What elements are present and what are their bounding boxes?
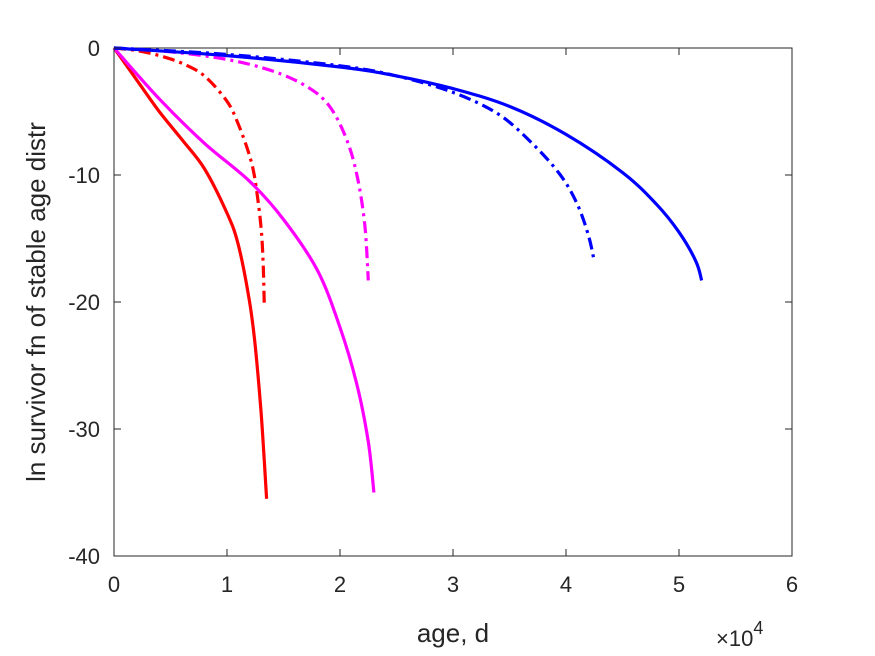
x-tick-label: 5 bbox=[673, 572, 685, 597]
y-tick-label: -40 bbox=[68, 544, 100, 569]
y-tick-label: -20 bbox=[68, 290, 100, 315]
y-tick-label: 0 bbox=[88, 36, 100, 61]
x-tick-label: 1 bbox=[221, 572, 233, 597]
series-line-5 bbox=[113, 46, 704, 281]
y-tick-label: -30 bbox=[68, 417, 100, 442]
x-tick-label: 2 bbox=[334, 572, 346, 597]
x-tick-label: 0 bbox=[108, 572, 120, 597]
x-axis-exponent-power: 4 bbox=[753, 618, 763, 638]
x-axis-exponent: ×104 bbox=[716, 618, 763, 651]
data-series-group bbox=[112, 46, 704, 499]
x-axis-label: age, d bbox=[417, 618, 489, 648]
y-axis-ticks: 0 -10 -20 -30 -40 bbox=[68, 36, 792, 569]
x-tick-label: 6 bbox=[786, 572, 798, 597]
x-tick-label: 4 bbox=[560, 572, 572, 597]
x-axis-ticks: 0 1 2 3 4 5 6 bbox=[108, 48, 798, 597]
y-axis-label: ln survivor fn of stable age distr bbox=[21, 122, 51, 482]
x-tick-label: 3 bbox=[447, 572, 459, 597]
series-line-1 bbox=[112, 47, 269, 499]
series-line-3 bbox=[112, 46, 376, 493]
series-line-2 bbox=[113, 46, 266, 306]
series-line-6 bbox=[113, 46, 596, 262]
y-tick-label: -10 bbox=[68, 163, 100, 188]
plot-area bbox=[113, 47, 793, 557]
series-line-4 bbox=[113, 46, 370, 281]
x-axis-exponent-base: ×10 bbox=[716, 626, 753, 651]
